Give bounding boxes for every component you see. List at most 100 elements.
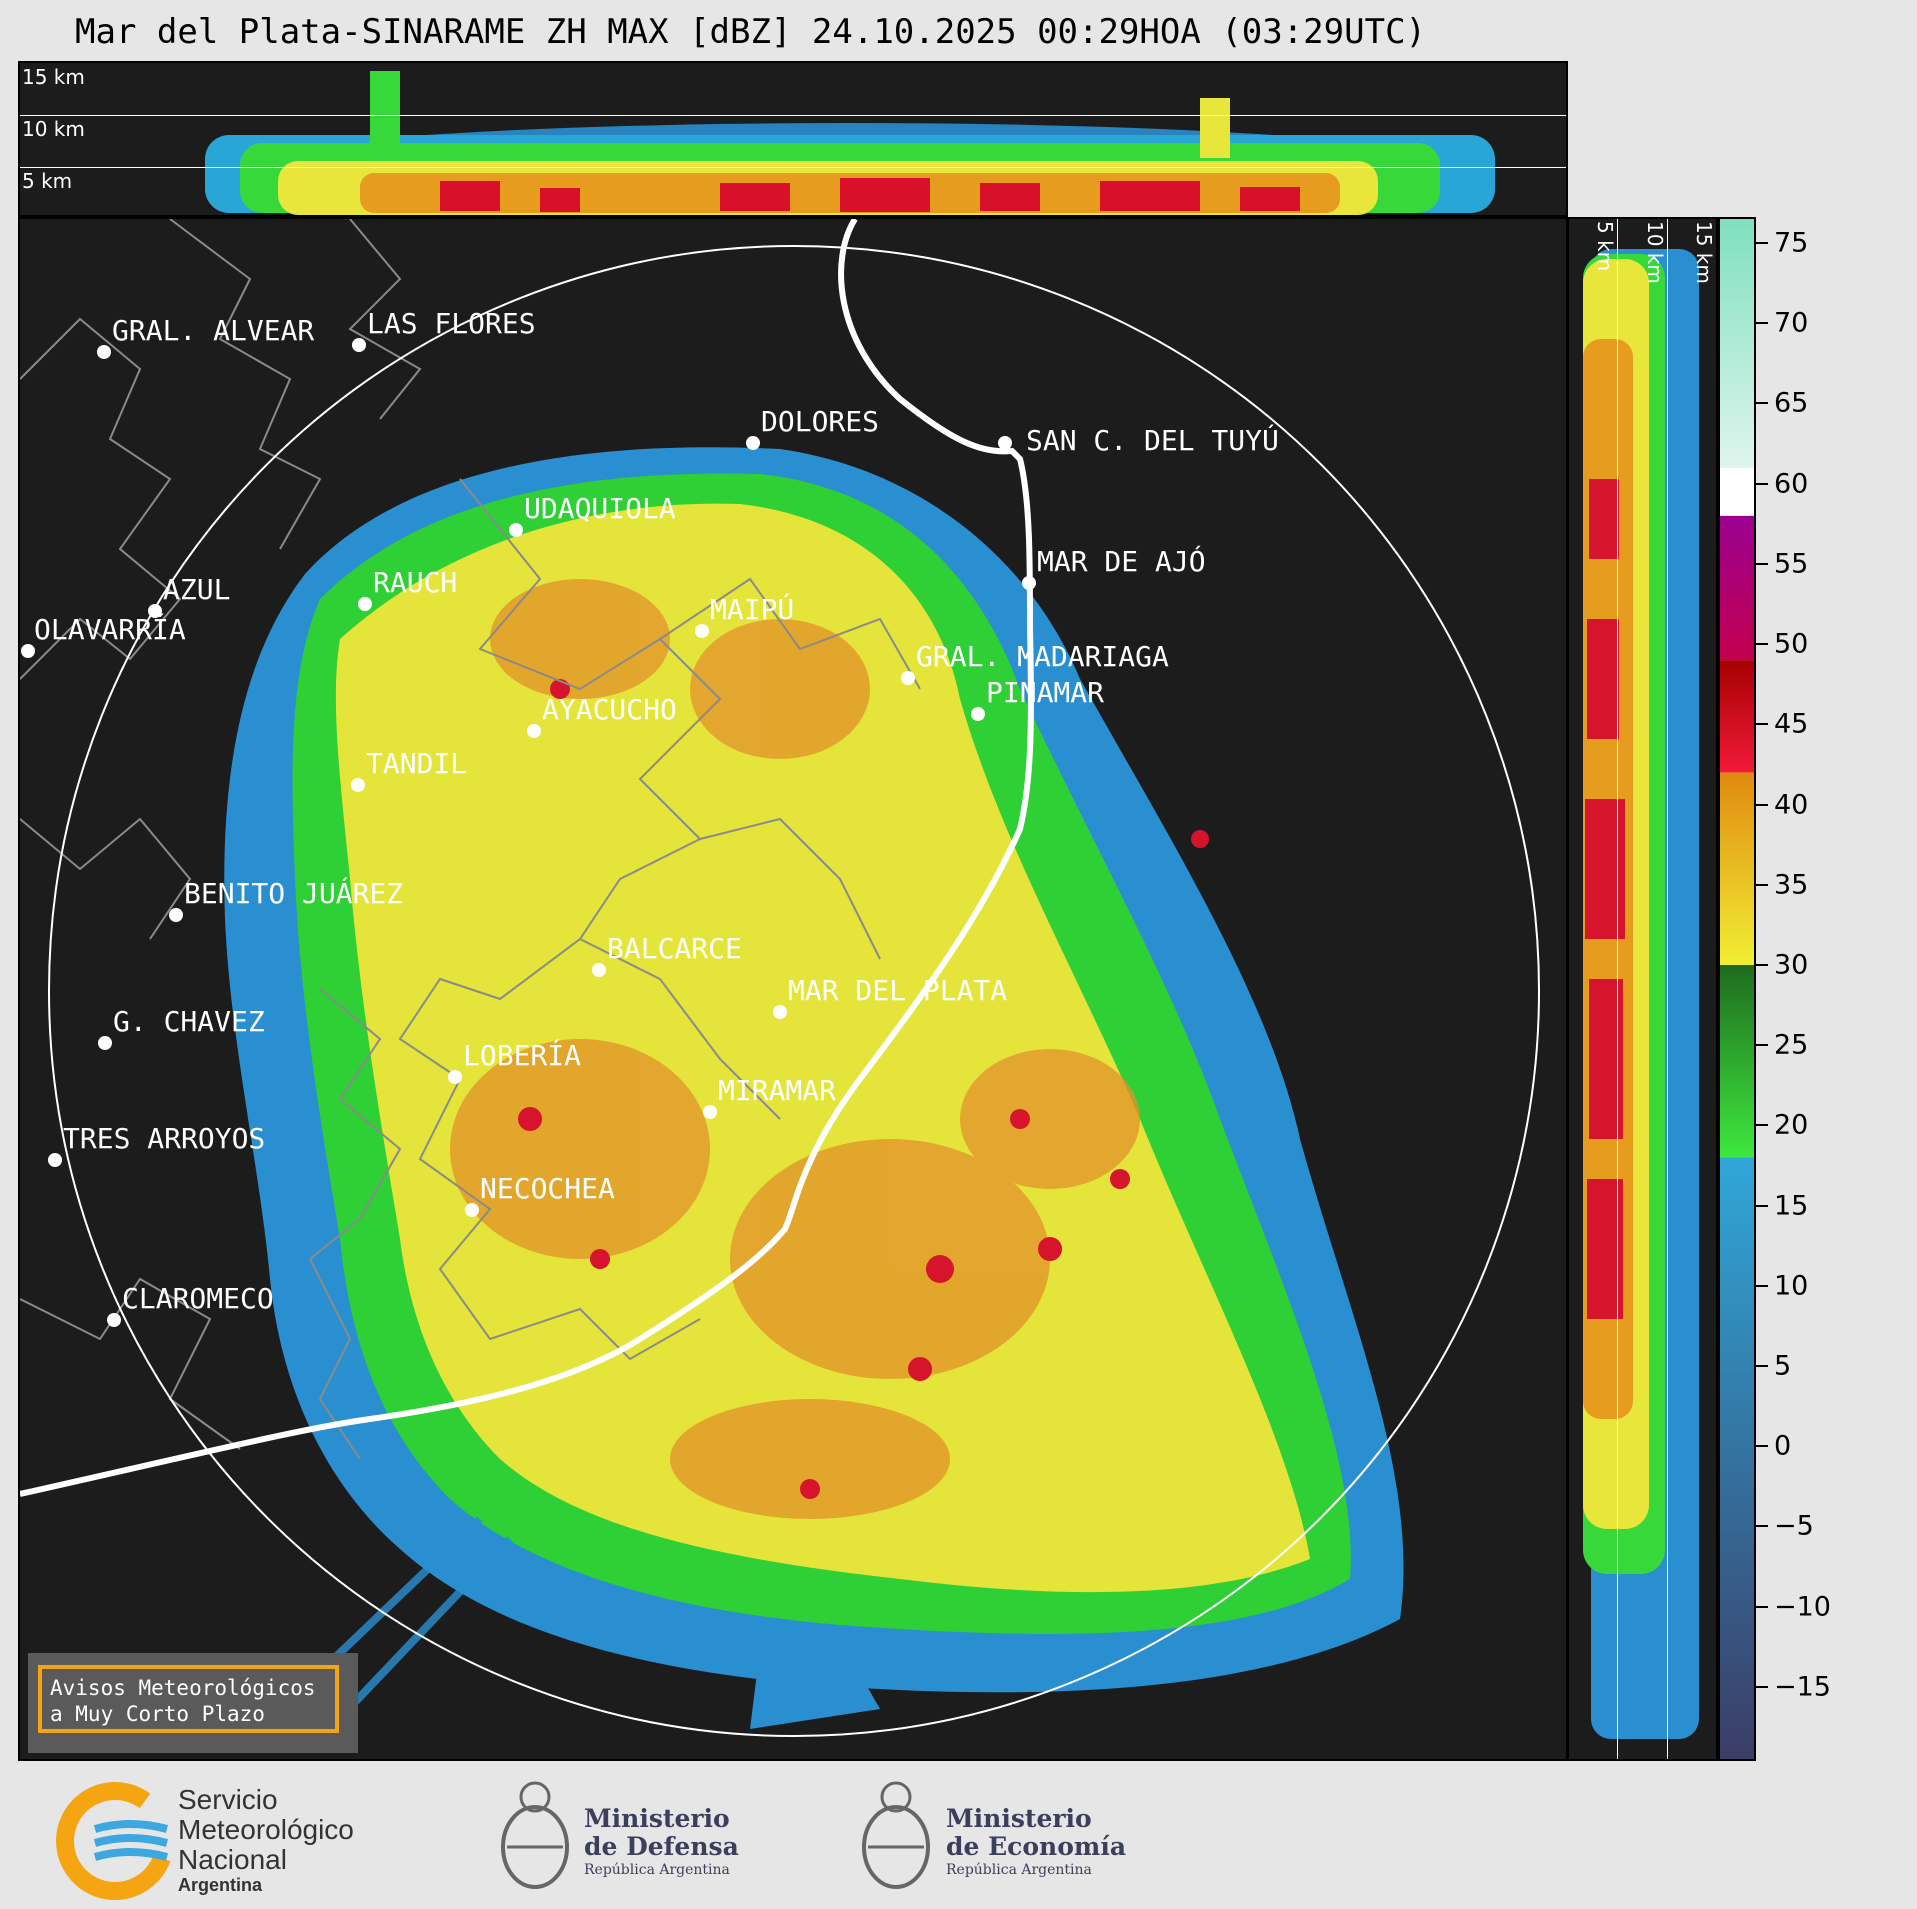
colorbar-tick-label: 20 [1774, 1109, 1809, 1141]
top-cross-section-panel: 15 km 10 km 5 km [18, 61, 1568, 217]
economia-logo-text: Ministerio de Economía República Argenti… [946, 1805, 1126, 1879]
avisos-line-2: a Muy Corto Plazo [50, 1702, 265, 1726]
colorbar-tick [1756, 723, 1768, 726]
avisos-frame: Avisos Meteorológicos a Muy Corto Plazo [38, 1665, 339, 1733]
altitude-label-10km: 10 km [22, 117, 85, 141]
city-label: SAN C. DEL TUYÚ [1026, 424, 1279, 457]
city-marker [465, 1203, 479, 1217]
colorbar-tick-label: 55 [1774, 548, 1809, 580]
defensa-coat-of-arms-icon [501, 1781, 569, 1889]
colorbar-tick [1756, 1445, 1768, 1448]
altitude-line-5km [20, 167, 1566, 168]
colorbar-tick [1756, 1284, 1768, 1287]
city-label: MAIPÚ [710, 593, 795, 626]
smn-logo-text: Servicio Meteorológico Nacional Argentin… [178, 1784, 354, 1896]
colorbar-tick [1756, 1124, 1768, 1127]
chart-title: Mar del Plata-SINARAME ZH MAX [dBZ] 24.1… [75, 12, 1427, 52]
radar-echo-layer [224, 447, 1404, 1742]
colorbar-tick-label: 45 [1774, 708, 1809, 740]
colorbar-tick-label: 35 [1774, 869, 1809, 901]
colorbar-band [1720, 515, 1754, 661]
colorbar-tick [1756, 242, 1768, 245]
city-label: MAR DE AJÓ [1037, 545, 1206, 578]
city-label: MAR DEL PLATA [788, 974, 1008, 1007]
top-cross-section-echo [205, 71, 1495, 215]
city-label: GRAL. ALVEAR [112, 314, 315, 347]
city-label: GRAL. MADARIAGA [916, 640, 1169, 673]
economia-line-3: República Argentina [946, 1862, 1092, 1878]
city-marker [358, 597, 372, 611]
colorbar-tick-label: 5 [1774, 1350, 1792, 1382]
city-marker [97, 345, 111, 359]
reflectivity-colorbar [1718, 217, 1756, 1761]
colorbar-tick-label: −15 [1774, 1671, 1831, 1703]
colorbar-band [1720, 660, 1754, 773]
city-marker [971, 707, 985, 721]
smn-line-1: Servicio [178, 1784, 278, 1815]
city-marker [695, 624, 709, 638]
altitude-label-5km: 5 km [22, 169, 73, 193]
colorbar-tick-label: 25 [1774, 1029, 1809, 1061]
smn-logo-icon [56, 1782, 174, 1900]
defensa-line-1: Ministerio [584, 1804, 730, 1833]
colorbar-tick-label: 60 [1774, 468, 1809, 500]
colorbar-band [1720, 1157, 1754, 1759]
side-cross-section-echo [1583, 249, 1699, 1739]
colorbar-tick [1756, 963, 1768, 966]
defensa-logo-text: Ministerio de Defensa República Argentin… [584, 1805, 739, 1879]
city-marker [21, 644, 35, 658]
city-label: TANDIL [366, 747, 468, 780]
city-marker [107, 1313, 121, 1327]
city-label: G. CHAVEZ [113, 1005, 265, 1038]
avisos-box[interactable]: Avisos Meteorológicos a Muy Corto Plazo [28, 1653, 358, 1753]
city-label: BALCARCE [607, 932, 742, 965]
city-marker [592, 963, 606, 977]
colorbar-tick [1756, 643, 1768, 646]
defensa-line-3: República Argentina [584, 1862, 730, 1878]
city-marker [527, 724, 541, 738]
city-label: BENITO JUÁREZ [184, 877, 404, 910]
city-marker [448, 1070, 462, 1084]
city-label: AZUL [163, 573, 231, 606]
city-label: TRES ARROYOS [63, 1122, 266, 1155]
side-cross-section-panel: 5 km 10 km 15 km [1567, 217, 1718, 1761]
city-label: NECOCHEA [480, 1172, 615, 1205]
city-marker [901, 671, 915, 685]
city-marker [773, 1005, 787, 1019]
city-label: RAUCH [373, 566, 458, 599]
avisos-line-1: Avisos Meteorológicos [50, 1676, 316, 1700]
city-marker [148, 604, 162, 618]
colorbar-gradient [1720, 219, 1754, 1759]
colorbar-ticks: 75 70 65 60 55 50 45 40 35 30 25 20 15 10 5 0 −5 −10 −15 [1756, 217, 1876, 1761]
colorbar-tick-label: 65 [1774, 387, 1809, 419]
city-marker [48, 1153, 62, 1167]
colorbar-tick-label: 30 [1774, 949, 1809, 981]
city-label: OLAVARRÍA [34, 613, 186, 646]
colorbar-tick [1756, 1204, 1768, 1207]
colorbar-tick-label: 15 [1774, 1190, 1809, 1222]
city-label: PINAMAR [986, 676, 1105, 709]
altitude-label-15km: 15 km [22, 65, 85, 89]
smn-line-4: Argentina [178, 1875, 263, 1895]
colorbar-tick [1756, 402, 1768, 405]
city-label: MIRAMAR [718, 1074, 837, 1107]
colorbar-tick-label: 75 [1774, 227, 1809, 259]
city-marker [98, 1036, 112, 1050]
city-marker [1022, 576, 1036, 590]
city-label: UDAQUIOLA [524, 492, 676, 525]
city-marker [998, 436, 1012, 450]
city-label: AYACUCHO [542, 693, 677, 726]
colorbar-band [1720, 964, 1754, 1158]
smn-line-3: Nacional [178, 1844, 287, 1875]
colorbar-tick [1756, 562, 1768, 565]
city-marker [509, 523, 523, 537]
colorbar-tick-label: 0 [1774, 1430, 1792, 1462]
colorbar-tick [1756, 1364, 1768, 1367]
altitude-label-15km: 15 km [1692, 221, 1716, 284]
city-label: LAS FLORES [367, 307, 536, 340]
colorbar-tick [1756, 1525, 1768, 1528]
city-marker [351, 778, 365, 792]
colorbar-tick-label: 10 [1774, 1270, 1809, 1302]
radar-range-ring [48, 245, 1540, 1737]
colorbar-tick [1756, 1605, 1768, 1608]
